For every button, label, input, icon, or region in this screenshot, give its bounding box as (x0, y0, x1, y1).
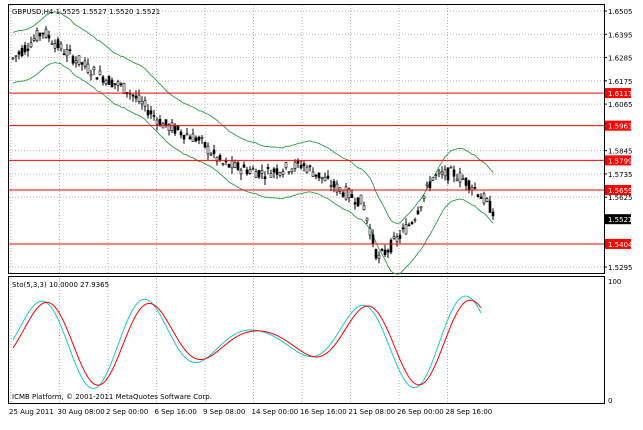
level-price-label: 1.5963 (608, 123, 633, 131)
price-axis-label: 1.6065 (608, 101, 633, 109)
time-axis-label: 28 Sep 16:00 (446, 408, 493, 416)
horizontal-levels[interactable]: 1.6117 1.5963 1.5799 1.5659 1.5404 1.5521 (9, 88, 633, 249)
price-axis-label: 1.6395 (608, 31, 633, 39)
current-price-tag (605, 214, 631, 225)
price-axis-label: 1.6505 (608, 8, 633, 16)
time-axis-label: 30 Aug 08:00 (58, 408, 105, 416)
level-price-label: 1.5659 (608, 187, 633, 195)
grid (9, 5, 604, 402)
level-price-label: 1.5799 (608, 157, 633, 165)
time-axis-label: 9 Sep 08:00 (203, 408, 245, 416)
indicator-pane (8, 276, 605, 404)
candlesticks (11, 26, 495, 264)
level-price-label: 1.5404 (608, 241, 633, 249)
indicator-header: Sto(5,3,3) 10.0000 27.9365 (12, 281, 109, 289)
time-axis-label: 2 Sep 00:00 (106, 408, 148, 416)
time-axis-label: 6 Sep 16:00 (155, 408, 197, 416)
bollinger-bands (12, 11, 494, 275)
level-price-label: 1.6117 (608, 90, 633, 98)
time-axis-label: 26 Sep 00:00 (397, 408, 444, 416)
level-price-tag (605, 120, 631, 131)
price-axis-label: 1.5845 (608, 148, 633, 156)
time-axis: 25 Aug 2011 30 Aug 08:00 2 Sep 00:00 6 Sep … (9, 408, 492, 416)
copyright: ICMB Platform, © 2001-2011 MetaQuotes So… (12, 393, 212, 401)
main-header: GBPUSD,H4 1.5525 1.5527 1.5520 1.5521 (12, 8, 160, 16)
time-axis-label: 16 Sep 16:00 (300, 408, 347, 416)
price-axis-label: 1.5735 (608, 171, 633, 179)
stochastic-lines (12, 295, 482, 390)
level-price-tag (605, 155, 631, 166)
price-axis: 1.65051.63951.62851.61751.60651.58451.57… (604, 8, 633, 272)
time-axis-label: 21 Sep 08:00 (349, 408, 396, 416)
main-pane (8, 4, 605, 274)
price-axis-label: 1.5625 (608, 194, 633, 202)
indicator-axis-min: 0 (608, 397, 612, 405)
current-price-label: 1.5521 (608, 216, 633, 224)
price-axis-label: 1.6285 (608, 55, 633, 63)
price-axis-label: 1.5295 (608, 264, 633, 272)
level-price-tag (605, 88, 631, 99)
indicator-axis-max: 100 (608, 278, 621, 286)
time-axis-label: 14 Sep 00:00 (252, 408, 299, 416)
level-price-tag (605, 184, 631, 195)
level-price-tag (605, 238, 631, 249)
price-axis-label: 1.6175 (608, 78, 633, 86)
time-axis-label: 25 Aug 2011 (9, 408, 54, 416)
